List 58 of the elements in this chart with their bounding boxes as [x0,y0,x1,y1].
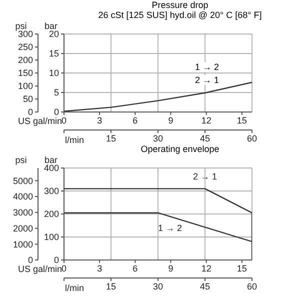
x2-tick-label: 12 [201,115,212,126]
x-axis-title: l/min [65,283,84,293]
x-tick-label: 45 [200,133,210,144]
y-tick-label: 100 [44,232,59,242]
x-tick-label: 15 [106,281,116,292]
chart-title: Operating envelope [140,144,220,154]
y2-tick-label: 5000 [12,176,33,186]
y2-tick-label: 3000 [12,208,33,218]
annotation: 1 → 2 [194,62,220,72]
y-tick-label: 300 [44,186,59,196]
y2-tick-label: 200 [18,55,33,66]
y2-tick-label: 100 [18,81,33,92]
y-tick-label: 15 [48,48,59,59]
x-axis-title: l/min [65,135,84,145]
y2-tick-label: 300 [18,29,33,40]
y-tick-label: 10 [48,68,59,78]
y-tick-label: 0 [54,255,59,266]
x2-tick-label: 12 [201,263,212,274]
x2-tick-label: 6 [132,263,138,274]
y-tick-label: 5 [54,88,59,98]
chart-title: Pressure drop [150,0,210,10]
y2-axis-title: psi [15,155,27,165]
y2-tick-label: 4000 [12,192,33,202]
y-tick-label: 20 [48,29,59,40]
x2-tick-label: 15 [236,263,247,274]
y2-tick-label: 250 [18,42,33,52]
x-tick-label: 45 [200,281,210,292]
x2-tick-label: 9 [168,115,174,126]
y2-tick-label: 1000 [12,239,33,250]
x2-tick-label: 0 [61,115,67,126]
x2-tick-label: 0 [61,263,67,274]
x-tick-label: 60 [246,133,258,144]
x-tick-label: 30 [152,281,164,292]
x2-tick-label: 6 [132,115,138,126]
series-label: 2 → 1 [192,172,218,182]
x-tick-label: 15 [106,133,116,144]
y2-axis-title: psi [15,21,27,31]
x2-axis-title: US gal/min [18,264,62,274]
x2-tick-label: 9 [168,263,174,274]
series-label: 1 → 2 [158,222,182,233]
x2-axis-title: US gal/min [18,116,62,126]
y2-tick-label: 50 [22,94,33,104]
y-tick-label: 200 [44,209,59,220]
y2-tick-label: 2000 [12,223,33,234]
y-axis-title: bar [44,21,58,31]
y-tick-label: 0 [54,107,59,118]
y2-tick-label: 0 [28,255,33,266]
y2-tick-label: 150 [18,68,33,78]
chart-subtitle: 26 cSt [125 SUS] hyd.oil @ 20° C [68° F] [97,10,263,20]
y2-tick-label: 0 [28,107,33,118]
y-axis-title: bar [44,155,58,165]
x-tick-label: 30 [152,133,164,144]
x2-tick-label: 15 [236,115,247,126]
annotation: 2 → 1 [194,75,220,85]
x-tick-label: 60 [246,281,258,292]
x2-tick-label: 3 [97,263,102,274]
y-tick-label: 400 [44,163,59,174]
x2-tick-label: 3 [97,115,102,126]
